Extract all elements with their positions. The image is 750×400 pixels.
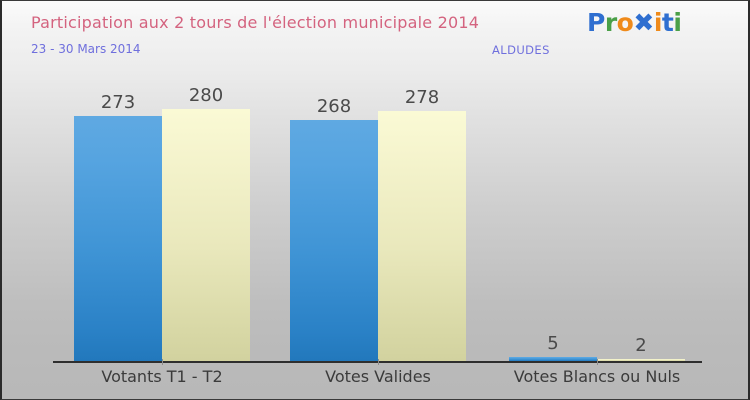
bar-value-label: 280	[188, 85, 224, 106]
bar-2-t1[interactable]	[509, 357, 597, 361]
bar-value-label: 2	[635, 335, 647, 356]
logo-letter-3: ✖	[633, 8, 654, 37]
bar-0-t1[interactable]	[74, 116, 162, 361]
logo-letter-4: i	[653, 8, 663, 37]
category-label-0: Votants T1 - T2	[101, 367, 223, 386]
bar-value-label: 268	[316, 96, 352, 117]
x-axis-tick	[378, 359, 379, 365]
logo-letter-6: i	[673, 8, 682, 37]
bar-value-label: 278	[404, 87, 440, 108]
bar-2-t2[interactable]	[597, 359, 685, 361]
commune-label: ALDUDES	[492, 43, 550, 57]
logo-letter-2: o	[616, 8, 634, 37]
x-axis-tick	[162, 359, 163, 365]
logo-letter-5: t	[661, 8, 674, 37]
category-label-1: Votes Valides	[325, 367, 431, 386]
bar-0-t2[interactable]	[162, 109, 250, 361]
page-title: Participation aux 2 tours de l'élection …	[31, 13, 480, 32]
logo-letter-0: P	[587, 8, 605, 37]
date-range-label: 23 - 30 Mars 2014	[31, 42, 141, 56]
proxiti-logo[interactable]: Pro✖iti	[587, 8, 682, 37]
bar-value-label: 5	[547, 333, 559, 354]
bar-1-t1[interactable]	[290, 120, 378, 361]
x-axis-line	[53, 361, 702, 363]
logo-letter-1: r	[604, 8, 617, 37]
category-label-2: Votes Blancs ou Nuls	[513, 367, 681, 386]
x-axis-tick	[597, 359, 598, 365]
bar-1-t2[interactable]	[378, 111, 466, 361]
bar-value-label: 273	[100, 92, 136, 113]
